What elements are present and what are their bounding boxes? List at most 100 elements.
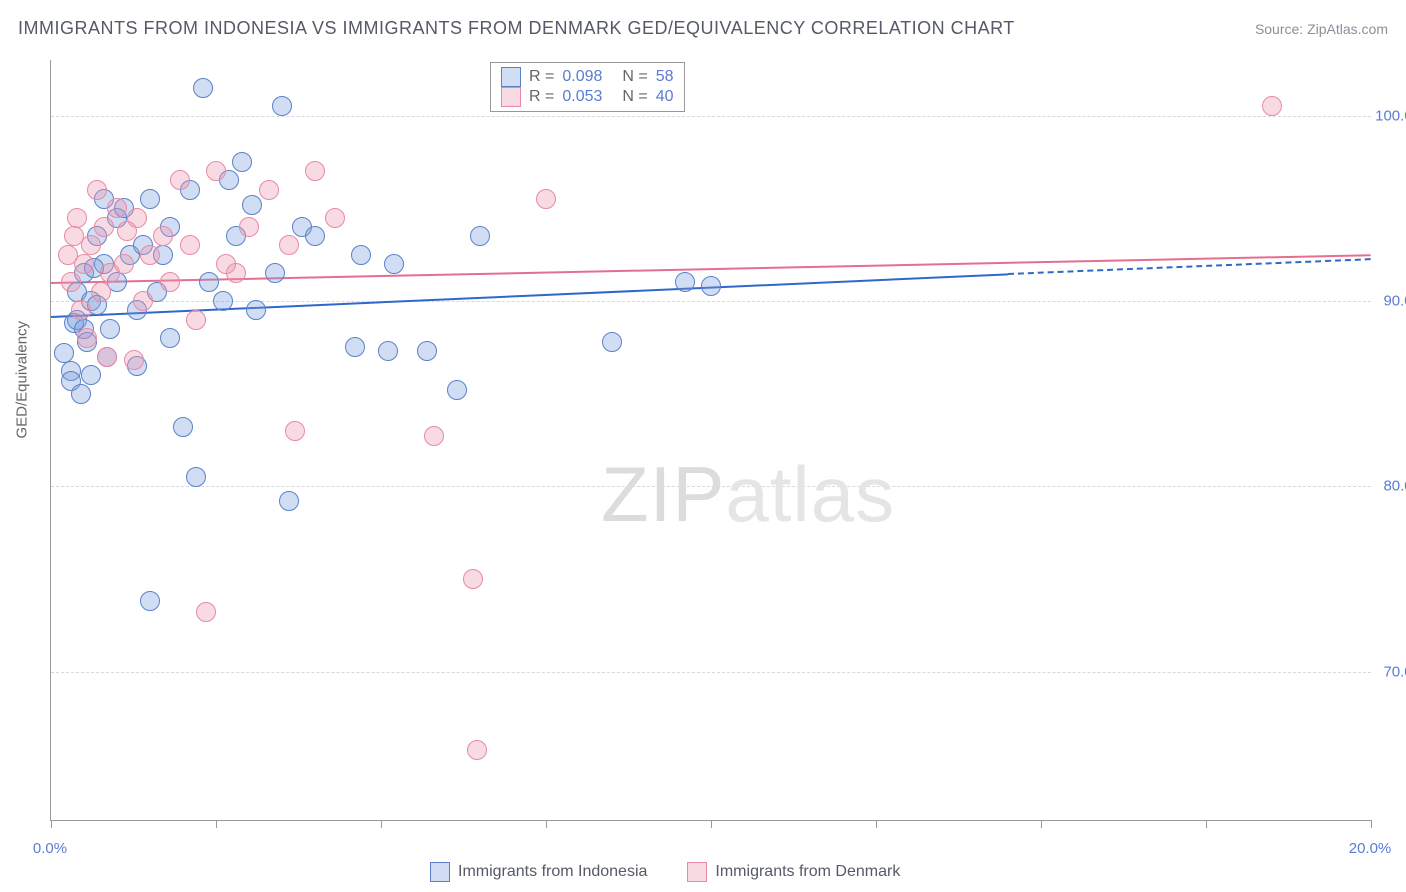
data-point-indonesia <box>81 365 101 385</box>
legend-stat-row-indonesia: R = 0.098N = 58 <box>501 67 674 87</box>
data-point-denmark <box>77 328 97 348</box>
data-point-denmark <box>424 426 444 446</box>
x-tick <box>1041 820 1042 828</box>
data-point-denmark <box>279 235 299 255</box>
legend-swatch-indonesia <box>430 862 450 882</box>
data-point-indonesia <box>199 272 219 292</box>
data-point-indonesia <box>417 341 437 361</box>
data-point-indonesia <box>140 189 160 209</box>
data-point-denmark <box>186 310 206 330</box>
data-point-denmark <box>180 235 200 255</box>
y-tick-label: 70.0% <box>1383 663 1406 680</box>
data-point-denmark <box>196 602 216 622</box>
data-point-indonesia <box>140 591 160 611</box>
series-legend: Immigrants from Indonesia Immigrants from… <box>430 862 900 882</box>
data-point-indonesia <box>246 300 266 320</box>
x-tick <box>216 820 217 828</box>
data-point-indonesia <box>378 341 398 361</box>
data-point-denmark <box>114 254 134 274</box>
data-point-denmark <box>81 235 101 255</box>
data-point-indonesia <box>265 263 285 283</box>
legend-r-label: R = <box>529 88 554 106</box>
data-point-indonesia <box>351 245 371 265</box>
data-point-denmark <box>259 180 279 200</box>
data-point-denmark <box>61 272 81 292</box>
data-point-indonesia <box>675 272 695 292</box>
legend-n-value: 58 <box>656 68 674 86</box>
data-point-denmark <box>285 421 305 441</box>
data-point-indonesia <box>279 491 299 511</box>
data-point-denmark <box>74 254 94 274</box>
gridline <box>51 486 1371 487</box>
chart-header: IMMIGRANTS FROM INDONESIA VS IMMIGRANTS … <box>18 18 1388 39</box>
data-point-indonesia <box>160 328 180 348</box>
legend-swatch-denmark <box>501 87 521 107</box>
x-tick <box>381 820 382 828</box>
y-tick-label: 100.0% <box>1375 107 1406 124</box>
data-point-indonesia <box>54 343 74 363</box>
data-point-indonesia <box>305 226 325 246</box>
x-tick <box>1371 820 1372 828</box>
legend-stat-row-denmark: R = 0.053 N = 40 <box>501 87 674 107</box>
legend-label: Immigrants from Indonesia <box>458 863 647 881</box>
legend-item-indonesia: Immigrants from Indonesia <box>430 862 647 882</box>
legend-r-value: 0.053 <box>562 88 602 106</box>
data-point-denmark <box>133 291 153 311</box>
data-point-denmark <box>124 350 144 370</box>
legend-swatch-denmark <box>687 862 707 882</box>
gridline <box>51 116 1371 117</box>
legend-n-label: N = <box>622 68 647 86</box>
y-axis-label: GED/Equivalency <box>14 321 31 439</box>
data-point-indonesia <box>213 291 233 311</box>
legend-label: Immigrants from Denmark <box>715 863 900 881</box>
x-tick-label: 0.0% <box>33 840 67 857</box>
data-point-denmark <box>97 347 117 367</box>
watermark: ZIPatlas <box>601 449 895 540</box>
y-tick-label: 90.0% <box>1383 292 1406 309</box>
data-point-denmark <box>463 569 483 589</box>
data-point-denmark <box>153 226 173 246</box>
legend-r-value: 0.098 <box>562 68 602 86</box>
data-point-denmark <box>305 161 325 181</box>
data-point-indonesia <box>100 319 120 339</box>
data-point-denmark <box>536 189 556 209</box>
x-tick-label: 20.0% <box>1349 840 1392 857</box>
data-point-indonesia <box>193 78 213 98</box>
data-point-denmark <box>94 217 114 237</box>
x-tick <box>876 820 877 828</box>
chart-title: IMMIGRANTS FROM INDONESIA VS IMMIGRANTS … <box>18 18 1015 39</box>
legend-swatch-indonesia <box>501 67 521 87</box>
data-point-denmark <box>140 245 160 265</box>
data-point-indonesia <box>701 276 721 296</box>
data-point-denmark <box>67 208 87 228</box>
legend-n-label: N = <box>622 88 647 106</box>
data-point-indonesia <box>447 380 467 400</box>
data-point-denmark <box>127 208 147 228</box>
x-tick <box>546 820 547 828</box>
data-point-denmark <box>71 300 91 320</box>
data-point-denmark <box>91 282 111 302</box>
x-tick <box>711 820 712 828</box>
x-tick <box>1206 820 1207 828</box>
data-point-denmark <box>206 161 226 181</box>
data-point-indonesia <box>71 384 91 404</box>
data-point-denmark <box>170 170 190 190</box>
data-point-indonesia <box>173 417 193 437</box>
data-point-indonesia <box>602 332 622 352</box>
data-point-denmark <box>87 180 107 200</box>
data-point-denmark <box>467 740 487 760</box>
data-point-denmark <box>160 272 180 292</box>
data-point-indonesia <box>232 152 252 172</box>
data-point-denmark <box>239 217 259 237</box>
data-point-denmark <box>216 254 236 274</box>
source-attribution: Source: ZipAtlas.com <box>1255 21 1388 37</box>
data-point-denmark <box>1262 96 1282 116</box>
data-point-indonesia <box>186 467 206 487</box>
data-point-indonesia <box>272 96 292 116</box>
data-point-indonesia <box>384 254 404 274</box>
y-tick-label: 80.0% <box>1383 478 1406 495</box>
legend-n-value: 40 <box>656 88 674 106</box>
data-point-denmark <box>107 198 127 218</box>
legend-item-denmark: Immigrants from Denmark <box>687 862 900 882</box>
gridline <box>51 672 1371 673</box>
